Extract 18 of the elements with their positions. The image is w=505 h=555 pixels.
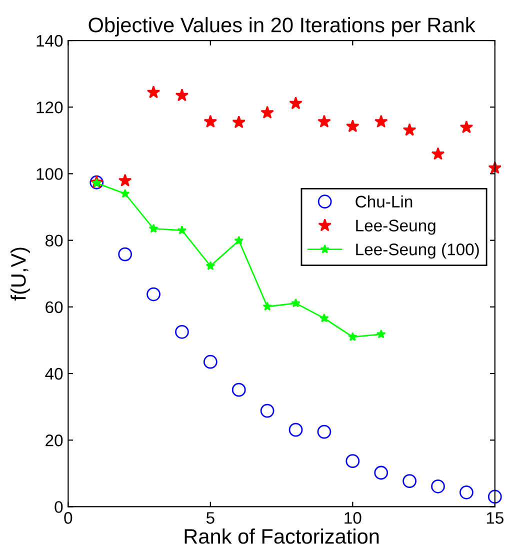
y-tick-label: 140	[36, 34, 63, 47]
legend-label: Lee-Seung (100)	[356, 243, 479, 259]
y-axis-title: f(U,V)	[10, 248, 30, 301]
y-tick-label: 120	[36, 102, 63, 114]
y-tick-label: 40	[45, 368, 63, 380]
legend-label: Lee-Seung	[356, 220, 436, 235]
legend-label: Chu-Lin	[356, 195, 412, 208]
x-tick-label: 0	[64, 512, 72, 524]
x-axis-title: Rank of Factorization	[184, 528, 379, 544]
y-tick-label: 0	[54, 501, 63, 513]
y-tick-label: 100	[36, 168, 63, 180]
chart-title: Objective Values in 20 Iterations per Rank	[88, 17, 476, 37]
x-tick-label: 5	[206, 512, 214, 524]
x-tick-label: 15	[486, 512, 504, 524]
y-tick-label: 60	[46, 301, 63, 314]
y-tick-label: 80	[46, 234, 63, 247]
y-tick-label: 20	[46, 434, 63, 446]
x-tick-label: 10	[344, 512, 362, 524]
